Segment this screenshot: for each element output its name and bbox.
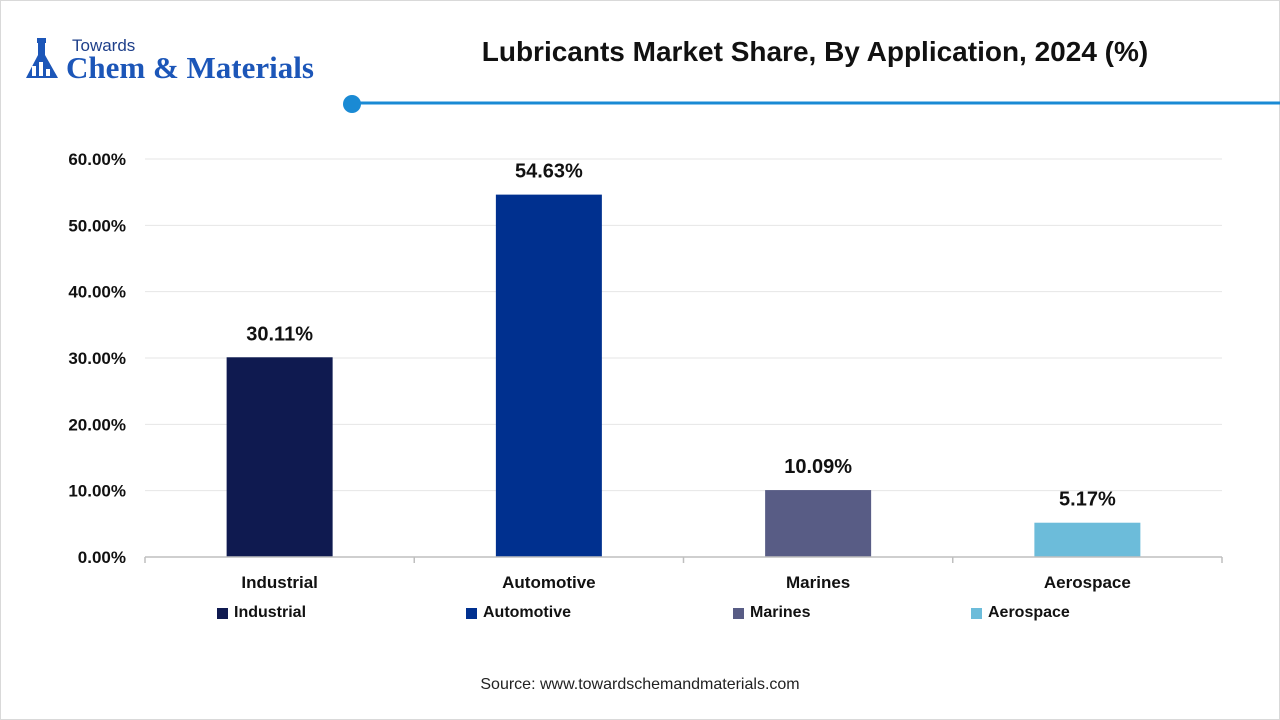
y-tick-label: 40.00% bbox=[68, 283, 126, 302]
legend-item-aerospace: Aerospace bbox=[971, 604, 1070, 622]
legend-swatch bbox=[971, 607, 982, 619]
x-tick-label: Marines bbox=[786, 573, 850, 592]
legend-item-marines: Marines bbox=[733, 604, 810, 622]
legend-label: Marines bbox=[750, 604, 811, 621]
y-tick-label: 10.00% bbox=[68, 482, 126, 501]
legend-item-automotive: Automotive bbox=[466, 604, 571, 622]
legend-item-industrial: Industrial bbox=[217, 604, 306, 622]
legend-swatch bbox=[217, 607, 228, 619]
data-label: 54.63% bbox=[515, 161, 583, 183]
y-tick-label: 0.00% bbox=[78, 548, 126, 567]
legend-label: Automotive bbox=[483, 604, 571, 621]
bar-chart: 0.00% 10.00% 20.00% 30.00% 40.00% 50.00% 60.00… bbox=[68, 95, 1280, 592]
y-tick-label: 50.00% bbox=[68, 216, 126, 235]
legend-swatch bbox=[466, 607, 477, 619]
bar-automotive bbox=[495, 194, 602, 557]
chart-title: Lubricants Market Share, By Application,… bbox=[481, 36, 1149, 67]
x-tick-label: Aerospace bbox=[1044, 573, 1131, 592]
bar-marines bbox=[765, 490, 872, 557]
legend-swatch bbox=[733, 607, 744, 619]
data-label: 30.11% bbox=[246, 323, 313, 345]
data-label: 10.09% bbox=[784, 456, 852, 478]
logo-towards-text: Towards bbox=[72, 36, 136, 55]
x-tick-label: Industrial bbox=[241, 573, 318, 592]
chart-legend: Industrial Automotive Marines Aerospace bbox=[0, 604, 1280, 626]
bar-industrial bbox=[226, 357, 333, 557]
y-tick-label: 30.00% bbox=[68, 349, 126, 368]
legend-label: Aerospace bbox=[988, 604, 1070, 621]
brand-logo: Towards Chem & Materials bbox=[22, 36, 342, 88]
y-tick-label: 20.00% bbox=[68, 415, 126, 434]
flask-chart-icon bbox=[26, 38, 58, 78]
header-accent-dot bbox=[343, 95, 361, 113]
data-label: 5.17% bbox=[1059, 489, 1116, 511]
bar-aerospace bbox=[1034, 522, 1141, 557]
source-note: Source: www.towardschemandmaterials.com bbox=[480, 676, 800, 693]
logo-main-text: Chem & Materials bbox=[66, 50, 314, 85]
legend-label: Industrial bbox=[234, 604, 307, 621]
y-tick-label: 60.00% bbox=[68, 150, 126, 169]
x-tick-label: Automotive bbox=[502, 573, 596, 592]
